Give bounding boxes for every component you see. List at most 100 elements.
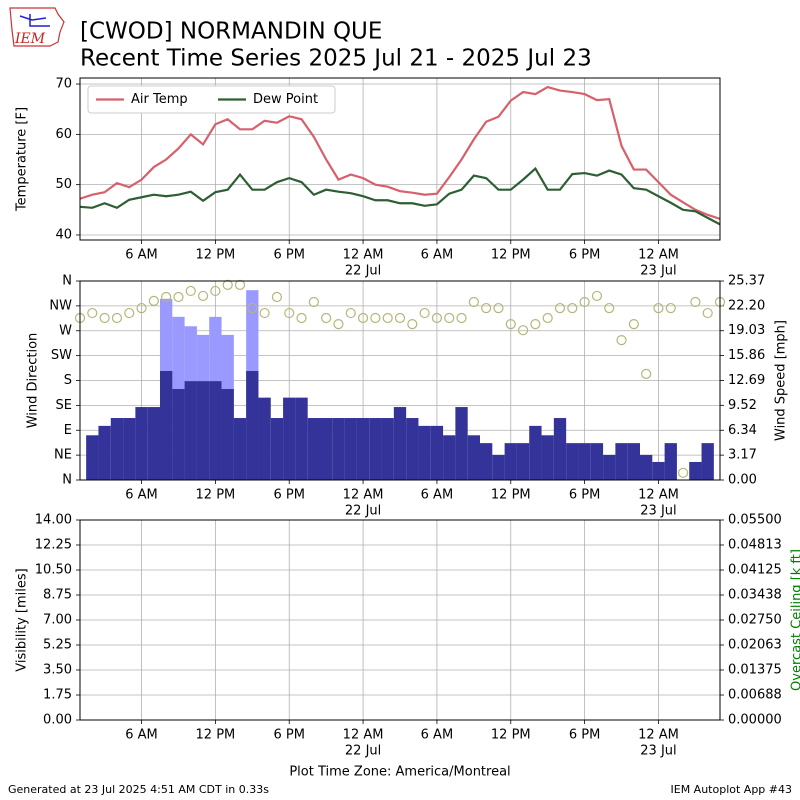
point [641,368,652,379]
x-tick-date: 22 Jul [345,744,381,759]
title: [CWOD] NORMANDIN QUE [80,19,382,45]
point [345,307,356,319]
point [284,307,295,319]
panel: N NE E SE S SW W NW N 0.00 3.17 6.34 9.52 12.69 15.86 1… [26,274,789,519]
line [79,166,721,226]
bar [467,435,480,480]
point [616,335,627,346]
plot-frame [79,280,721,481]
plot-frame [79,77,721,241]
y2-axis-label: Overcast Ceiling [k ft] [790,549,800,691]
bar [566,443,579,480]
x-tick-date: 23 Jul [640,744,676,759]
point [677,467,689,478]
x-axis-label: Plot Time Zone: America/Montreal [289,765,510,780]
bar [258,397,271,480]
bar [504,443,517,480]
point [124,307,135,319]
point [493,302,504,314]
y-tick-label: 50 [55,177,72,192]
x-tick-date: 22 Jul [345,264,381,279]
y-tick-label: E [64,423,72,438]
bar [270,418,284,480]
bar [689,461,702,480]
y2-tick-label: 6.34 [728,423,757,438]
x-tick-date: 22 Jul [345,504,381,519]
bar [246,370,259,480]
y2-tick-label: 9.52 [728,398,757,413]
x-tick-label: 6 PM [273,248,304,263]
bar [664,443,677,480]
y2-tick-label: 0.00 [728,473,757,488]
y-tick-label: 8.75 [43,588,72,603]
point [517,325,529,336]
point [87,307,98,319]
x-tick-label: 12 PM [491,488,531,503]
x-tick-label: 12 PM [196,728,236,743]
bar [590,443,604,480]
x-tick-label: 12 PM [491,728,531,743]
bar [184,381,197,480]
point [604,302,615,314]
point [321,312,332,324]
bar [443,435,456,480]
point [370,312,381,324]
point [111,312,123,324]
y-tick-label: 1.75 [43,688,72,703]
bar [196,381,210,480]
y-tick-label: SW [51,348,72,363]
x-tick-label: 6 PM [569,728,600,743]
bar [332,418,345,480]
point [690,296,701,308]
bar [615,443,628,480]
bar [553,418,567,480]
point [702,307,713,319]
bar [98,425,111,480]
point [197,290,209,302]
point [308,296,319,308]
y-axis-label: Temperature [F] [15,107,30,212]
x-tick-label: 12 PM [196,488,236,503]
bar [516,443,530,480]
bar [541,435,554,480]
bar [369,418,382,480]
bar [627,443,640,480]
point [99,312,110,324]
x-tick-label: 6 PM [273,488,304,503]
y-tick-label: 0.00 [43,713,72,728]
point [357,312,369,324]
y2-tick-label: 3.17 [728,448,757,463]
bar [172,389,185,480]
bar [209,381,222,480]
y-tick-label: 5.25 [43,638,72,653]
subtitle: Recent Time Series 2025 Jul 21 - 2025 Ju… [80,46,592,72]
y-tick-label: W [59,323,72,338]
y2-tick-label: 0.05500 [728,513,782,528]
y-axis-label: Visibility [miles] [15,568,30,671]
x-tick-label: 12 PM [196,248,236,263]
x-tick-label: 6 AM [125,488,158,503]
point [444,312,455,324]
y-tick-label: NE [54,448,72,463]
logo: IEM [9,7,65,47]
bar [356,418,370,480]
x-tick-label: 6 PM [569,488,600,503]
y-tick-label: 70 [55,77,72,92]
point [185,285,196,297]
point [210,285,221,297]
point [542,312,553,324]
point [591,290,603,302]
x-tick-date: 23 Jul [640,264,676,279]
bar [320,418,333,480]
point [148,295,159,306]
x-tick-label: 6 AM [125,728,158,743]
panel: 0.00 1.75 3.50 5.25 7.00 8.75 10.50 12.25 14.00 0… [15,513,800,780]
x-tick-label: 6 PM [569,248,600,263]
y-tick-label: 60 [55,127,72,142]
y2-tick-label: 0.01375 [728,663,782,678]
legend-box [87,85,336,114]
y-tick-label: 12.25 [35,538,72,553]
x-tick-label: 6 PM [273,728,304,743]
bar [430,425,444,480]
